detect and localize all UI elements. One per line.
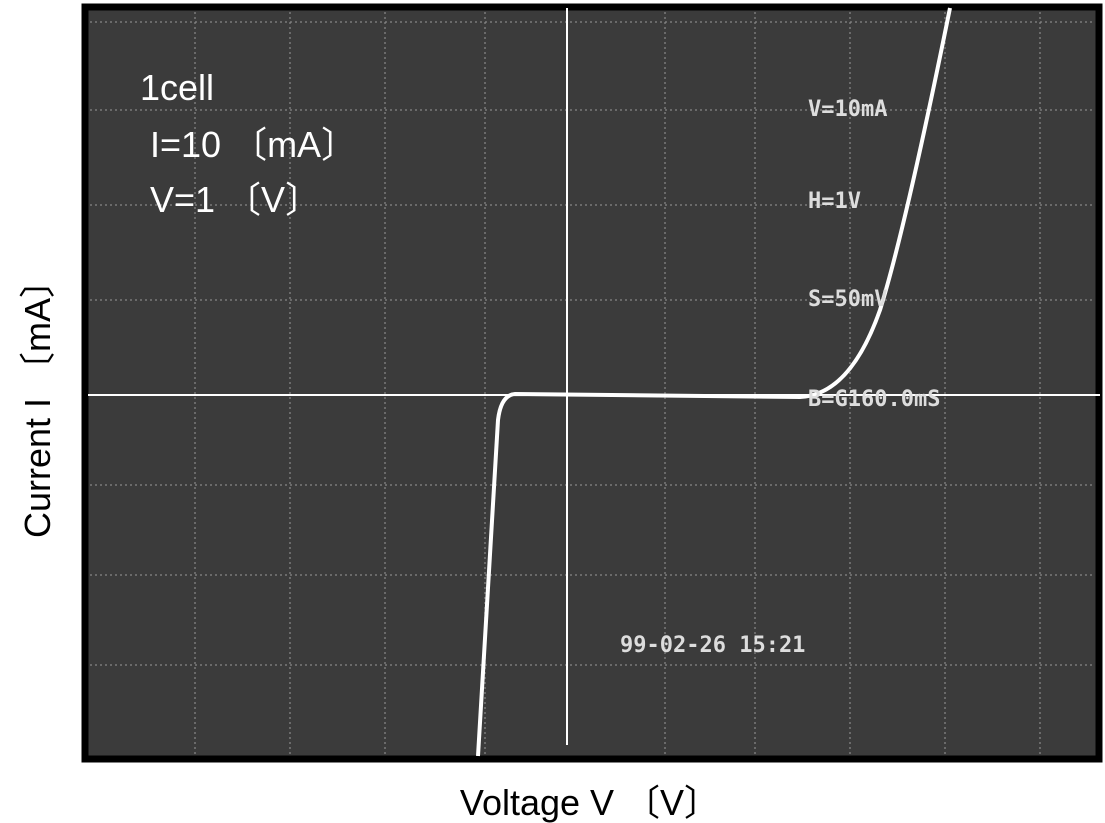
annotation: V=1 〔V〕 bbox=[150, 179, 321, 220]
figure: 1cell I=10 〔mA〕 V=1 〔V〕 V=10mA H=1V S=50… bbox=[0, 0, 1105, 823]
scope-readout: S=50mV bbox=[808, 287, 887, 312]
scope-screen bbox=[85, 7, 1099, 759]
page: 1cell I=10 〔mA〕 V=1 〔V〕 V=10mA H=1V S=50… bbox=[0, 0, 1105, 823]
x-axis-label: Voltage V 〔V〕 bbox=[460, 782, 720, 823]
timestamp: 99-02-26 15:21 bbox=[620, 633, 805, 658]
annotation: 1cell bbox=[140, 67, 214, 108]
scope-readout: H=1V bbox=[808, 189, 861, 214]
y-axis-label: Current I 〔mA〕 bbox=[17, 262, 58, 538]
scope-readout: V=10mA bbox=[808, 97, 887, 122]
annotation: I=10 〔mA〕 bbox=[150, 124, 357, 165]
scope-readout: B=G160.0mS bbox=[808, 387, 940, 412]
